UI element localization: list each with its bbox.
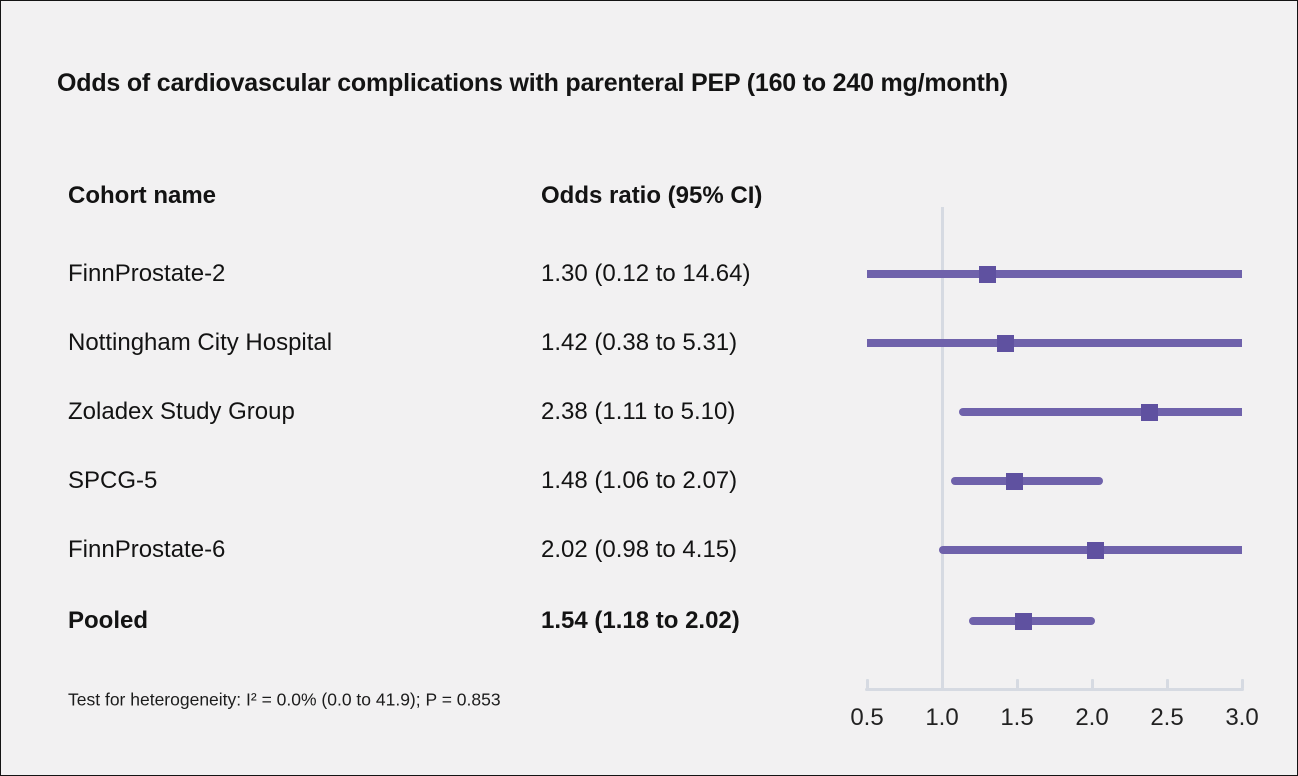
- column-header-cohort: Cohort name: [68, 182, 217, 209]
- ci-line: [867, 339, 1242, 347]
- cohort-name: FinnProstate-2: [68, 260, 226, 287]
- or-marker: [1005, 472, 1023, 490]
- ci-line: [969, 617, 1095, 625]
- or-marker: [996, 334, 1014, 352]
- x-axis-tick: [940, 679, 944, 689]
- cohort-name-pooled: Pooled: [68, 607, 149, 634]
- pooled-or-marker: [1014, 612, 1032, 630]
- x-axis-tick: [1090, 679, 1094, 689]
- ci-line: [867, 270, 1242, 278]
- x-axis-tick-label: 0.5: [850, 704, 884, 731]
- x-axis-tick-label: 1.5: [1000, 704, 1034, 731]
- odds-ratio-value: 2.38 (1.11 to 5.10): [541, 398, 736, 425]
- cohort-name: SPCG-5: [68, 467, 158, 494]
- or-marker: [978, 265, 996, 283]
- x-axis-tick-label: 3.0: [1225, 704, 1259, 731]
- odds-ratio-value-pooled: 1.54 (1.18 to 2.02): [541, 607, 740, 634]
- cohort-name: FinnProstate-6: [68, 536, 226, 563]
- x-axis-tick: [1015, 679, 1019, 689]
- cohort-name: Nottingham City Hospital: [68, 329, 333, 356]
- or-marker: [1140, 403, 1158, 421]
- reference-line: [940, 207, 944, 689]
- odds-ratio-value: 1.42 (0.38 to 5.31): [541, 329, 738, 356]
- ci-line: [951, 477, 1103, 485]
- odds-ratio-value: 1.48 (1.06 to 2.07): [541, 467, 738, 494]
- odds-ratio-value: 2.02 (0.98 to 4.15): [541, 536, 738, 563]
- x-axis-tick-label: 2.0: [1075, 704, 1109, 731]
- chart-title: Odds of cardiovascular complications wit…: [57, 69, 1008, 97]
- x-axis-tick: [1240, 679, 1244, 689]
- ci-line: [958, 408, 1242, 416]
- x-axis-tick-label: 2.5: [1150, 704, 1184, 731]
- x-axis-line: [865, 688, 1244, 691]
- x-axis-tick: [1165, 679, 1169, 689]
- cohort-name: Zoladex Study Group: [68, 398, 295, 425]
- x-axis-tick-label: 1.0: [925, 704, 959, 731]
- x-axis-tick: [865, 679, 869, 689]
- or-marker: [1086, 541, 1104, 559]
- odds-ratio-value: 1.30 (0.12 to 14.64): [541, 260, 751, 287]
- column-header-odds-ratio: Odds ratio (95% CI): [541, 182, 763, 209]
- heterogeneity-footnote: Test for heterogeneity: I² = 0.0% (0.0 t…: [68, 689, 501, 710]
